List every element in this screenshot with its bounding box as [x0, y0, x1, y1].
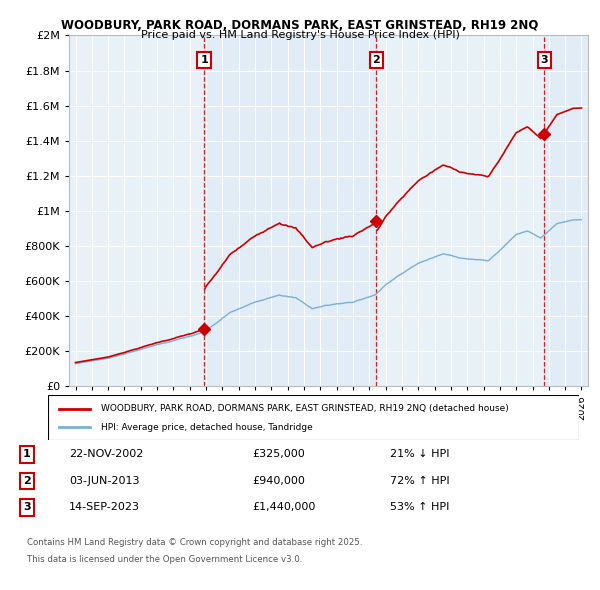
Bar	[204, 35, 376, 386]
Text: This data is licensed under the Open Government Licence v3.0.: This data is licensed under the Open Gov…	[27, 555, 302, 563]
Text: Price paid vs. HM Land Registry's House Price Index (HPI): Price paid vs. HM Land Registry's House …	[140, 30, 460, 40]
Text: 1: 1	[200, 55, 208, 65]
Text: 72% ↑ HPI: 72% ↑ HPI	[390, 476, 449, 486]
Text: 3: 3	[23, 503, 31, 512]
Text: £1,440,000: £1,440,000	[252, 503, 316, 512]
Text: 3: 3	[540, 55, 548, 65]
Text: £325,000: £325,000	[252, 450, 305, 459]
Text: £940,000: £940,000	[252, 476, 305, 486]
Text: 1: 1	[23, 450, 31, 459]
Text: HPI: Average price, detached house, Tandridge: HPI: Average price, detached house, Tand…	[101, 422, 313, 432]
Text: 03-JUN-2013: 03-JUN-2013	[69, 476, 139, 486]
Bar	[544, 35, 588, 386]
Text: WOODBURY, PARK ROAD, DORMANS PARK, EAST GRINSTEAD, RH19 2NQ (detached house): WOODBURY, PARK ROAD, DORMANS PARK, EAST …	[101, 404, 509, 413]
Text: 53% ↑ HPI: 53% ↑ HPI	[390, 503, 449, 512]
Text: 21% ↓ HPI: 21% ↓ HPI	[390, 450, 449, 459]
Text: 2: 2	[372, 55, 380, 65]
Text: WOODBURY, PARK ROAD, DORMANS PARK, EAST GRINSTEAD, RH19 2NQ: WOODBURY, PARK ROAD, DORMANS PARK, EAST …	[61, 19, 539, 32]
Text: Contains HM Land Registry data © Crown copyright and database right 2025.: Contains HM Land Registry data © Crown c…	[27, 538, 362, 547]
Text: 14-SEP-2023: 14-SEP-2023	[69, 503, 140, 512]
Text: 22-NOV-2002: 22-NOV-2002	[69, 450, 143, 459]
Text: 2: 2	[23, 476, 31, 486]
